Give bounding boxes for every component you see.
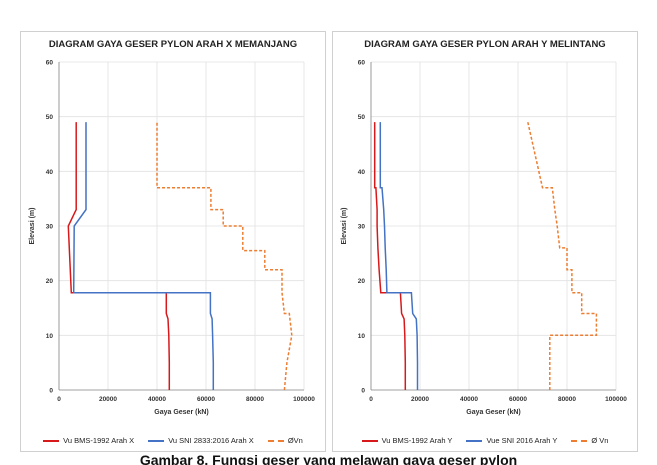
y-tick-label: 30 (358, 224, 366, 231)
legend-label: Vu BMS-1992 Arah X (63, 436, 135, 445)
legend-label: ØVn (287, 436, 303, 445)
series-line (527, 121, 598, 390)
legend-item: ØVn (267, 436, 303, 445)
legend-swatch (148, 439, 165, 442)
series-line (72, 122, 215, 390)
series-line (67, 122, 171, 390)
x-axis-label: Gaya Geser (kN) (466, 409, 520, 416)
series-line (156, 122, 293, 391)
chart-plot-x: 0 20000 40000 60000 80000 100000 0 10 20 30 40 50 60… (29, 60, 315, 417)
legend-label: Ø Vn (591, 436, 609, 445)
chart-panel-x: DIAGRAM GAYA GESER PYLON ARAH X MEMANJAN… (20, 31, 326, 452)
legend-label: Vu BMS-1992 Arah Y (381, 436, 453, 445)
legend-item: Vu SNI 2833:2016 Arah X (148, 436, 254, 445)
legend-item: Vu BMS-1992 Arah X (43, 436, 134, 445)
x-tick-label: 20000 (411, 396, 429, 403)
y-tick-label: 60 (358, 60, 366, 67)
y-tick-label: 50 (358, 114, 366, 121)
chart-title: DIAGRAM GAYA GESER PYLON ARAH Y MELINTAN… (364, 39, 606, 50)
y-tick-label: 40 (358, 169, 366, 176)
x-tick-label: 40000 (148, 396, 166, 403)
y-tick-label: 20 (358, 278, 366, 285)
x-tick-label: 20000 (99, 396, 117, 403)
legend-item: Vue SNI 2016 Arah Y (466, 436, 557, 445)
y-tick-label: 10 (46, 333, 54, 340)
chart-title: DIAGRAM GAYA GESER PYLON ARAH X MEMANJAN… (48, 39, 298, 50)
chart-panel-y: DIAGRAM GAYA GESER PYLON ARAH Y MELINTAN… (332, 31, 638, 452)
legend-item: Ø Vn (571, 436, 608, 445)
chart-legend: Vu BMS-1992 Arah X Vu SNI 2833:2016 Arah… (21, 436, 325, 445)
y-tick-label: 40 (46, 169, 54, 176)
legend-label: Vu SNI 2833:2016 Arah X (168, 436, 254, 445)
x-tick-label: 80000 (246, 396, 264, 403)
figure-caption: Gambar 8. Fungsi geser yang melawan gaya… (139, 452, 518, 465)
x-tick-label: 0 (369, 396, 373, 403)
x-tick-label: 60000 (197, 396, 215, 403)
x-tick-label: 80000 (558, 396, 576, 403)
legend-swatch (267, 439, 284, 442)
x-tick-label: 40000 (460, 396, 478, 403)
legend-label: Vue SNI 2016 Arah Y (486, 436, 558, 445)
y-tick-label: 10 (358, 333, 366, 340)
y-axis-label: Elevasi (m) (29, 208, 36, 245)
series-line (373, 122, 407, 390)
legend-item: Vu BMS-1992 Arah Y (361, 436, 453, 445)
y-tick-label: 60 (46, 60, 54, 67)
legend-swatch (361, 439, 378, 442)
y-tick-label: 20 (46, 278, 54, 285)
legend-swatch (43, 439, 60, 442)
legend-swatch (466, 439, 483, 442)
chart-legend: Vu BMS-1992 Arah Y Vue SNI 2016 Arah Y Ø… (333, 436, 637, 445)
x-tick-label: 100000 (605, 396, 627, 403)
y-tick-label: 30 (46, 224, 54, 231)
series-line (379, 122, 419, 390)
x-axis-label: Gaya Geser (kN) (154, 409, 208, 416)
legend-swatch (571, 439, 588, 442)
x-tick-label: 100000 (293, 396, 315, 403)
x-tick-label: 0 (57, 396, 61, 403)
chart-plot-y: 0 20000 40000 60000 80000 100000 0 10 20 30 40 50 60… (341, 60, 627, 417)
y-axis-label: Elevasi (m) (341, 208, 348, 245)
y-tick-label: 0 (361, 388, 365, 395)
y-tick-label: 50 (46, 114, 54, 121)
y-tick-label: 0 (49, 388, 53, 395)
x-tick-label: 60000 (509, 396, 527, 403)
